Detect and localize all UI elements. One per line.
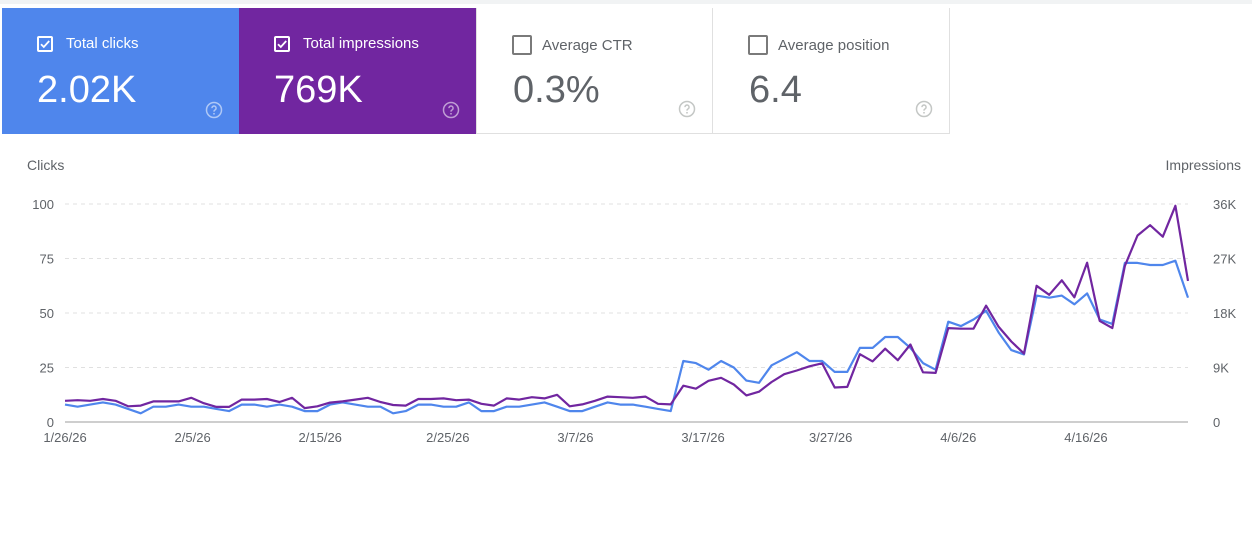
x-tick-label: 1/26/26 (43, 430, 86, 445)
tile-value: 769K (274, 69, 363, 111)
tile-header: Total clicks (37, 35, 139, 52)
x-tick-label: 2/15/26 (299, 430, 342, 445)
tile-value: 2.02K (37, 69, 137, 111)
tile-header: Average position (748, 35, 889, 55)
tile-label: Average position (778, 36, 890, 54)
axis-ticks: 0 25 50 75 100 0 9K 18K 27K 36K 1/26/26 2/5/26 2/15/… (32, 197, 1236, 445)
x-tick-label: 4/6/26 (940, 430, 976, 445)
tile-total-impressions[interactable]: Total impressions 769K (239, 8, 476, 134)
checkbox-average-ctr[interactable] (512, 35, 532, 55)
right-tick-label: 18K (1213, 306, 1236, 321)
impressions-series-line (64, 204, 1190, 410)
left-tick-label: 75 (40, 252, 54, 267)
tile-label: Total impressions (303, 35, 419, 52)
tile-label: Average CTR (542, 36, 633, 54)
help-circle-icon[interactable] (442, 101, 460, 119)
right-tick-label: 36K (1213, 197, 1236, 212)
x-tick-label: 4/16/26 (1064, 430, 1107, 445)
help-circle-icon[interactable] (678, 100, 696, 118)
left-axis-title: Clicks (27, 157, 64, 173)
tile-label: Total clicks (66, 35, 139, 52)
x-tick-label: 3/7/26 (557, 430, 593, 445)
help-circle-icon[interactable] (915, 100, 933, 118)
help-circle-icon[interactable] (205, 101, 223, 119)
right-tick-label: 27K (1213, 252, 1236, 267)
performance-panel: Total clicks 2.02K Total impressions 769… (0, 4, 1252, 540)
metric-tiles: Total clicks 2.02K Total impressions 769… (2, 8, 950, 134)
x-tick-label: 2/5/26 (175, 430, 211, 445)
performance-chart: Clicks Impressions 0 25 50 75 100 0 9K 18K 27K 36… (0, 144, 1252, 464)
tile-header: Average CTR (512, 35, 633, 55)
check-icon (277, 39, 287, 48)
x-tick-label: 2/25/26 (426, 430, 469, 445)
x-tick-label: 3/17/26 (681, 430, 724, 445)
chart-svg: Clicks Impressions 0 25 50 75 100 0 9K 18K 27K 36… (27, 157, 1241, 445)
tile-total-clicks[interactable]: Total clicks 2.02K (2, 8, 239, 134)
tile-value: 0.3% (513, 69, 600, 111)
x-tick-label: 3/27/26 (809, 430, 852, 445)
check-icon (40, 39, 50, 48)
right-tick-label: 0 (1213, 415, 1220, 430)
left-tick-label: 25 (40, 361, 54, 376)
right-axis-title: Impressions (1166, 157, 1241, 173)
left-tick-label: 50 (40, 306, 54, 321)
checkbox-total-impressions[interactable] (274, 35, 290, 52)
clicks-series-line (64, 259, 1190, 415)
series-lines (64, 204, 1190, 415)
left-tick-label: 100 (32, 197, 54, 212)
right-tick-label: 9K (1213, 361, 1229, 376)
left-tick-label: 0 (47, 415, 54, 430)
tile-average-position[interactable]: Average position 6.4 (713, 8, 950, 134)
checkbox-total-clicks[interactable] (37, 35, 53, 52)
tile-average-ctr[interactable]: Average CTR 0.3% (476, 8, 713, 134)
grid-lines (65, 203, 1188, 423)
tile-header: Total impressions (274, 35, 419, 52)
checkbox-average-position[interactable] (748, 35, 768, 55)
tile-value: 6.4 (749, 69, 802, 111)
